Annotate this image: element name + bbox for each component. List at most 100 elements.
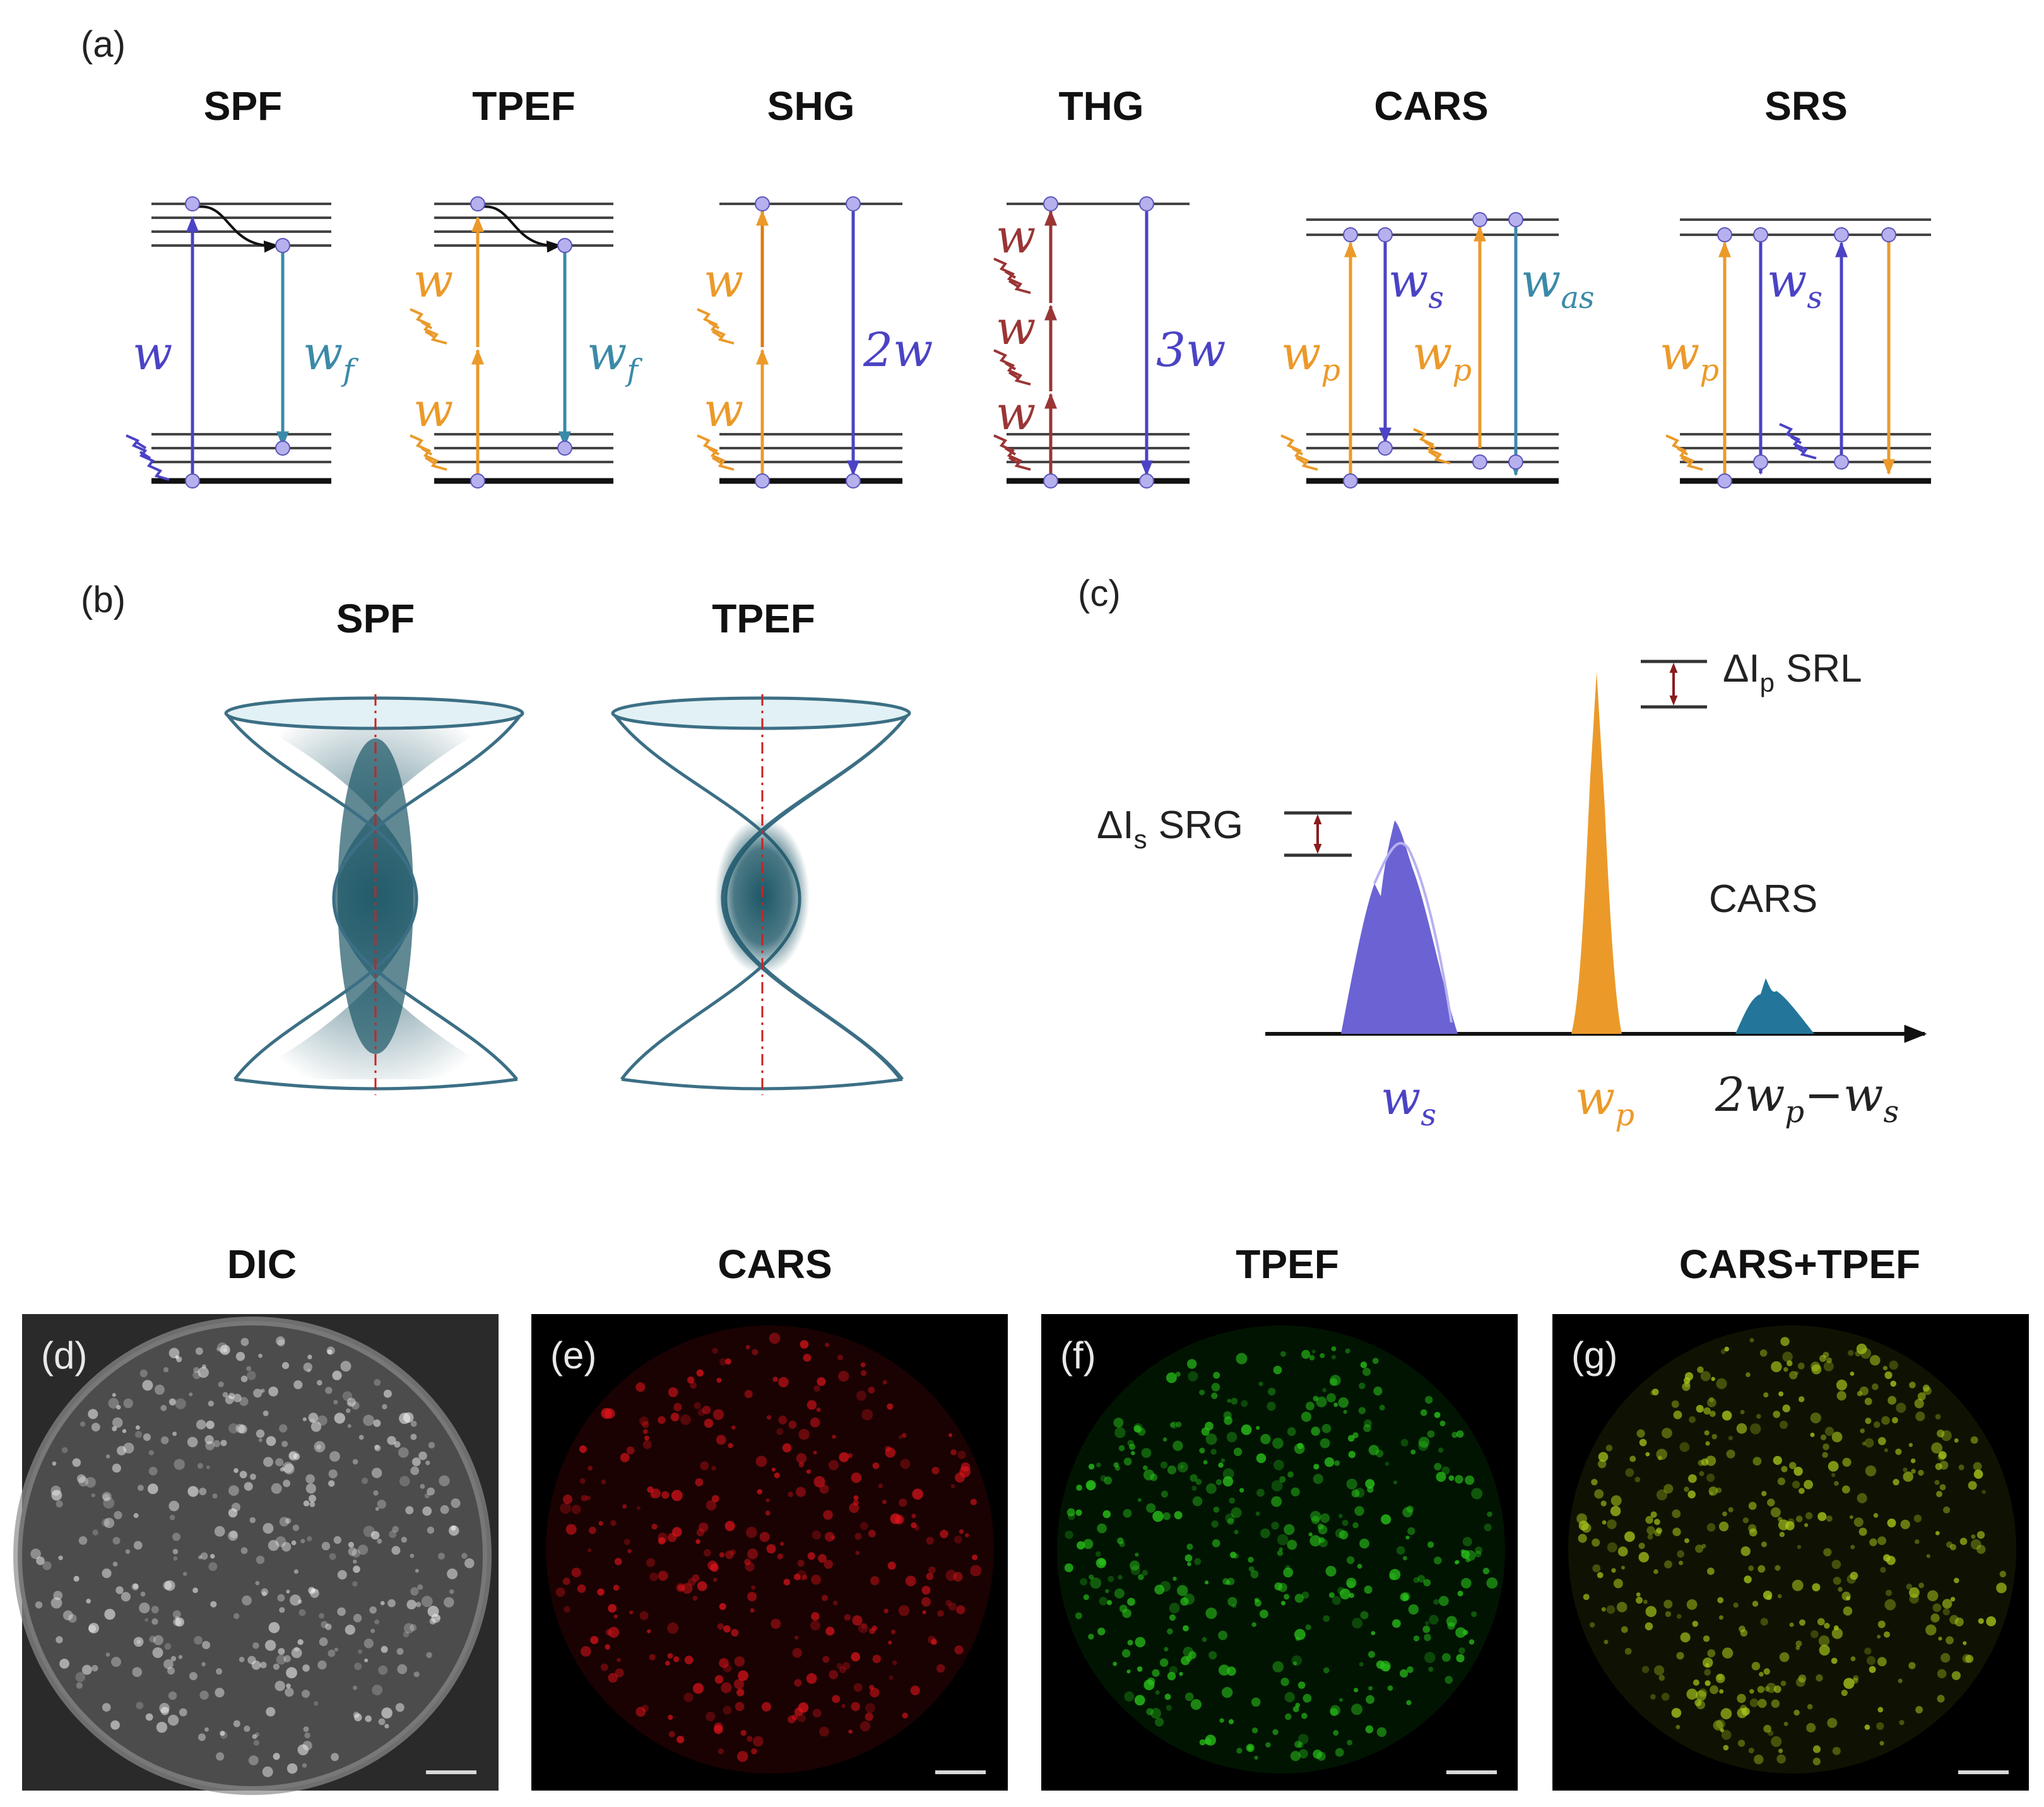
- speckle: [824, 1560, 833, 1569]
- speckle: [649, 1654, 656, 1661]
- speckle: [374, 1619, 379, 1625]
- speckle: [1869, 1354, 1881, 1366]
- speckle: [220, 1344, 230, 1355]
- speckle: [700, 1461, 709, 1471]
- speckle: [281, 1542, 292, 1552]
- speckle: [1780, 1680, 1787, 1686]
- speckle: [240, 1337, 249, 1346]
- speckle: [1982, 1490, 1986, 1494]
- speckle: [164, 1643, 172, 1650]
- speckle: [1865, 1418, 1872, 1425]
- speckle: [1833, 1577, 1841, 1585]
- speckle: [325, 1387, 333, 1394]
- photon-wave-icon: [993, 258, 1031, 294]
- speckle: [151, 1618, 158, 1625]
- speckle: [1817, 1512, 1827, 1521]
- speckle: [899, 1498, 907, 1507]
- speckle: [351, 1401, 360, 1410]
- speckle: [1611, 1568, 1616, 1573]
- speckle: [1064, 1563, 1073, 1572]
- speckle: [1359, 1382, 1366, 1389]
- speckle: [353, 1560, 357, 1564]
- speckle: [733, 1679, 745, 1690]
- speckle: [1602, 1520, 1607, 1525]
- speckle: [1592, 1538, 1600, 1547]
- title-merge-image: CARS+TPEF: [1679, 1241, 1920, 1287]
- speckle: [233, 1468, 239, 1473]
- speckle: [688, 1578, 696, 1586]
- speckle: [1927, 1590, 1939, 1601]
- speckle: [1882, 1366, 1887, 1371]
- speckle: [422, 1506, 432, 1516]
- speckle: [588, 1466, 593, 1471]
- speckle: [1876, 1722, 1884, 1730]
- speckle: [1254, 1597, 1260, 1603]
- speckle: [1258, 1381, 1263, 1387]
- speckle: [936, 1664, 945, 1673]
- speckle: [112, 1426, 117, 1431]
- speckle: [275, 1536, 287, 1548]
- speckle: [1654, 1519, 1660, 1526]
- speckle: [1346, 1478, 1357, 1490]
- speckle: [1313, 1750, 1322, 1759]
- speckle: [1131, 1451, 1135, 1455]
- speckle: [365, 1715, 372, 1722]
- speckle: [1877, 1657, 1887, 1667]
- speckle: [310, 1421, 322, 1432]
- speckle: [870, 1576, 880, 1585]
- speckle: [1773, 1685, 1781, 1693]
- speckle: [854, 1532, 862, 1540]
- speckle: [852, 1615, 863, 1626]
- speckle: [1661, 1693, 1670, 1701]
- speckle: [168, 1398, 176, 1406]
- speckle: [1284, 1691, 1295, 1703]
- speckle: [253, 1739, 259, 1746]
- speckle: [694, 1402, 701, 1409]
- speckle: [1903, 1467, 1908, 1472]
- speckle: [327, 1349, 333, 1354]
- speckle: [258, 1438, 263, 1442]
- speckle: [263, 1523, 274, 1534]
- speckle: [102, 1703, 111, 1712]
- speckle: [878, 1483, 883, 1488]
- speckle: [1827, 1717, 1838, 1728]
- speckle: [1886, 1556, 1896, 1565]
- speckle: [348, 1547, 357, 1556]
- speckle: [617, 1657, 621, 1662]
- speckle: [1186, 1656, 1192, 1662]
- photon-wave-icon: [126, 434, 170, 481]
- speckle: [56, 1636, 63, 1644]
- speckle: [123, 1398, 133, 1409]
- speckle: [73, 1575, 80, 1582]
- speckle: [1301, 1591, 1309, 1599]
- speckle: [135, 1431, 143, 1438]
- speckle: [1777, 1594, 1782, 1599]
- speckle: [1810, 1432, 1815, 1437]
- speckle: [1818, 1635, 1830, 1647]
- speckle: [858, 1623, 868, 1633]
- speckle: [363, 1638, 374, 1649]
- speckle: [1328, 1592, 1335, 1598]
- speckle: [970, 1565, 982, 1577]
- speckle: [651, 1524, 658, 1530]
- speckle: [597, 1588, 605, 1596]
- speckle: [256, 1429, 265, 1438]
- speckle: [1884, 1371, 1893, 1379]
- speckle: [1842, 1457, 1852, 1467]
- speckle: [1138, 1573, 1144, 1580]
- speckle: [1852, 1678, 1858, 1684]
- speckle: [1442, 1653, 1451, 1662]
- speckle: [1134, 1695, 1145, 1706]
- speckle: [308, 1587, 316, 1594]
- speckle: [777, 1553, 784, 1560]
- speckle: [719, 1552, 725, 1558]
- speckle: [175, 1355, 179, 1360]
- speckle: [1679, 1560, 1684, 1565]
- speckle: [168, 1691, 177, 1700]
- speckle: [1471, 1488, 1483, 1500]
- speckle: [960, 1462, 971, 1472]
- speckle: [832, 1435, 836, 1439]
- speckle: [887, 1561, 896, 1570]
- speckle: [1199, 1389, 1205, 1395]
- speckle: [860, 1721, 871, 1732]
